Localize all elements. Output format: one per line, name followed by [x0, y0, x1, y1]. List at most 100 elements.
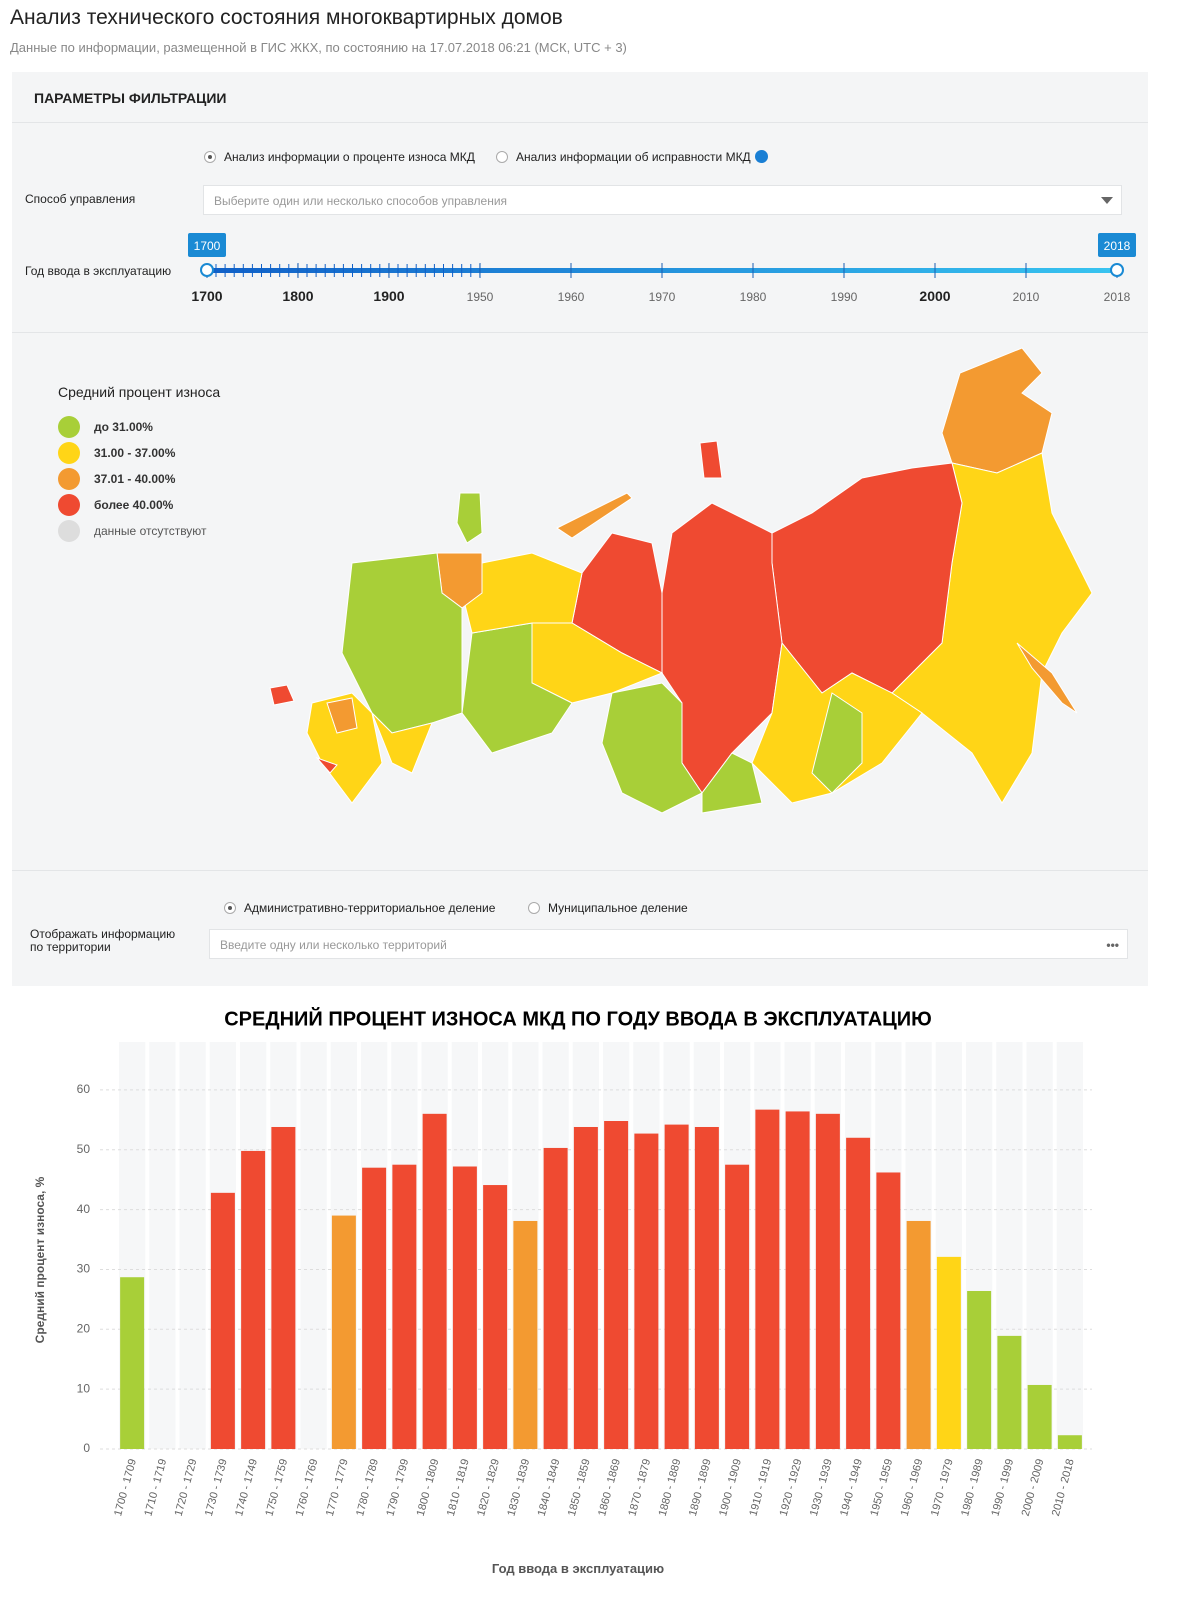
bar [210, 1192, 235, 1449]
territory-input[interactable]: Введите одну или несколько территорий ••• [209, 929, 1128, 959]
legend-swatch [58, 494, 80, 516]
legend-item: 37.01 - 40.00% [58, 466, 207, 492]
radio-option[interactable]: Административно-территориальное деление [224, 901, 495, 915]
x-axis-title: Год ввода в эксплуатацию [492, 1561, 664, 1576]
bar [664, 1124, 689, 1449]
field-label: Способ управления [25, 192, 136, 206]
radio-option[interactable]: Анализ информации о проценте износа МКД [204, 150, 475, 164]
y-tick-label: 10 [77, 1381, 91, 1395]
bar [815, 1113, 840, 1449]
bar [422, 1113, 447, 1449]
region [811, 692, 863, 794]
x-tick-label: 1750 - 1759 [263, 1458, 290, 1518]
tick-label: 2010 [1013, 290, 1040, 304]
divider [12, 332, 1148, 333]
region [341, 552, 463, 734]
bar [634, 1133, 659, 1449]
x-tick-label: 1860 - 1869 [596, 1458, 623, 1518]
radio-option[interactable]: Анализ информации об исправности МКД [496, 150, 768, 164]
select-input[interactable]: Выберите один или несколько способов упр… [203, 185, 1122, 215]
x-tick-label: 1850 - 1859 [566, 1458, 593, 1518]
x-tick-label: 1770 - 1779 [324, 1458, 351, 1518]
bar [906, 1220, 931, 1449]
column-band [1026, 1042, 1053, 1449]
radio[interactable] [496, 151, 508, 163]
region [269, 684, 295, 706]
legend-label: более 40.00% [94, 498, 174, 512]
legend-label: данные отсутствуют [94, 524, 207, 538]
x-tick-label: 1970 - 1979 [929, 1458, 956, 1518]
x-tick-label: 1780 - 1789 [354, 1458, 381, 1518]
region [461, 622, 573, 754]
y-tick-label: 40 [77, 1202, 91, 1216]
radio[interactable] [204, 151, 216, 163]
column-band [149, 1042, 176, 1449]
x-tick-label: 1880 - 1889 [657, 1458, 684, 1518]
bar [604, 1121, 629, 1449]
x-tick-label: 1790 - 1799 [384, 1458, 411, 1518]
bar [483, 1185, 508, 1449]
legend-item: более 40.00% [58, 492, 207, 518]
tick-label: 2018 [1104, 290, 1131, 304]
divider [12, 870, 1148, 871]
region [315, 756, 338, 774]
divider [12, 122, 1148, 123]
placeholder: Выберите один или несколько способов упр… [214, 194, 508, 208]
y-tick-label: 50 [77, 1142, 91, 1156]
tick-label: 1960 [558, 290, 585, 304]
radio-label: Муниципальное деление [548, 901, 688, 915]
bar [120, 1277, 145, 1449]
legend-label: 31.00 - 37.00% [94, 446, 176, 460]
bar [755, 1109, 780, 1449]
x-tick-label: 1720 - 1729 [173, 1458, 200, 1518]
x-tick-label: 1730 - 1739 [203, 1458, 230, 1518]
bar [694, 1126, 719, 1449]
legend-label: до 31.00% [94, 420, 153, 434]
chart-title: СРЕДНИЙ ПРОЦЕНТ ИЗНОСА МКД ПО ГОДУ ВВОДА… [224, 1006, 932, 1030]
region [941, 347, 1053, 474]
filter-title: ПАРАМЕТРЫ ФИЛЬТРАЦИИ [34, 90, 227, 106]
legend-label: 37.01 - 40.00% [94, 472, 176, 486]
info-icon[interactable] [754, 150, 768, 163]
bar [785, 1111, 810, 1449]
y-axis-title: Средний процент износа, % [33, 1176, 47, 1343]
field-label: Отображать информацию по территории [30, 927, 176, 954]
x-tick-label: 1800 - 1809 [415, 1458, 442, 1518]
radio[interactable] [528, 902, 540, 914]
bar [513, 1220, 538, 1449]
year-slider[interactable]: 1700 1800 1900 1950 1960 1970 1980 1990 2000 2010… [180, 228, 1150, 313]
legend-swatch [58, 520, 80, 542]
tick-label: 1800 [282, 288, 313, 304]
field-label: Год ввода в эксплуатацию [25, 264, 172, 278]
page-title: Анализ технического состояния многокварт… [10, 6, 563, 29]
page-subtitle: Данные по информации, размещенной в ГИС … [10, 40, 627, 55]
y-tick-label: 30 [77, 1262, 91, 1276]
legend: до 31.00% 31.00 - 37.00% 37.01 - 40.00% бол… [58, 414, 207, 544]
bar [543, 1147, 568, 1449]
dropdown-arrow[interactable] [1101, 197, 1113, 210]
bar [573, 1126, 598, 1449]
radio[interactable] [224, 902, 236, 914]
x-tick-label: 1760 - 1769 [294, 1458, 321, 1518]
x-tick-label: 1930 - 1939 [808, 1458, 835, 1518]
tick-label: 2000 [919, 288, 950, 304]
region [701, 752, 763, 814]
y-tick-label: 0 [83, 1441, 90, 1455]
more-button[interactable]: ••• [1106, 938, 1119, 952]
region [326, 697, 358, 734]
radio-label: Анализ информации о проценте износа МКД [224, 150, 475, 164]
placeholder: Введите одну или несколько территорий [220, 938, 447, 952]
radio-option[interactable]: Муниципальное деление [528, 901, 688, 915]
tick-label: 1950 [467, 290, 494, 304]
bar [331, 1215, 356, 1449]
bar [392, 1164, 417, 1449]
x-tick-label: 1910 - 1919 [747, 1458, 774, 1518]
x-tick-label: 1940 - 1949 [838, 1458, 865, 1518]
y-tick-label: 60 [77, 1082, 91, 1096]
region [556, 492, 633, 539]
bar [846, 1137, 871, 1449]
tick-label: 1990 [831, 290, 858, 304]
legend-item: до 31.00% [58, 414, 207, 440]
legend-title: Средний процент износа [58, 384, 221, 400]
